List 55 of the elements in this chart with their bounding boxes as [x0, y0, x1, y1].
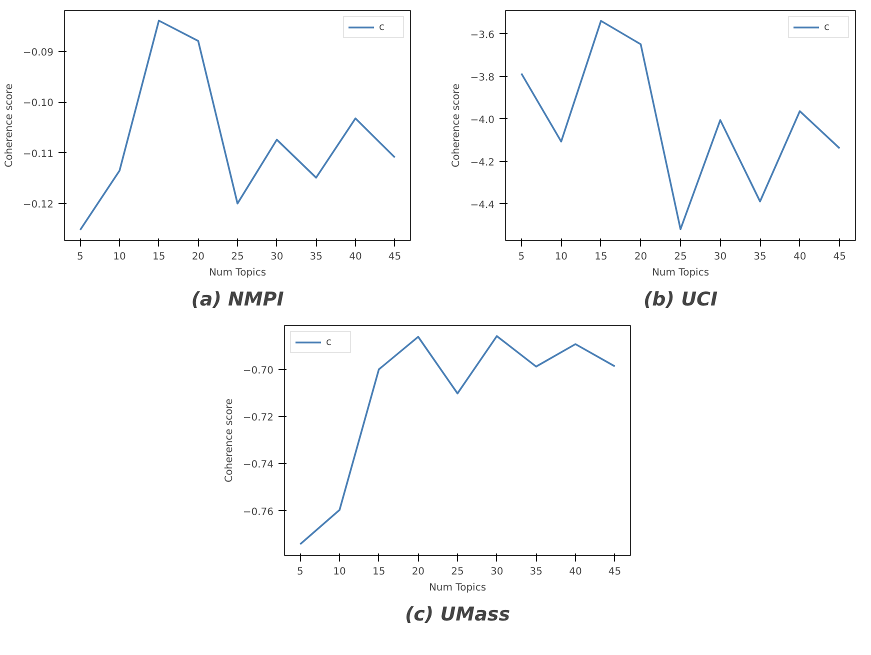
- x-tick-label: 45: [833, 252, 846, 262]
- x-tick-label: 30: [714, 252, 727, 262]
- x-tick-label: 15: [594, 252, 608, 262]
- text: (a) NMPI: [191, 288, 284, 310]
- x-tick-label: 20: [192, 252, 205, 262]
- x-tick-label: 35: [310, 252, 323, 262]
- text: (c) UMass: [404, 604, 510, 626]
- x-tick-label: 30: [490, 566, 504, 578]
- x-tick-label: 5: [77, 252, 84, 262]
- y-tick-label: −4.4: [470, 200, 495, 211]
- y-tick-label: −0.11: [22, 148, 54, 160]
- x-axis-title: Num Topics: [208, 268, 266, 278]
- x-tick-label: 20: [412, 566, 425, 578]
- y-tick-label: −0.12: [22, 200, 54, 211]
- legend-label: c: [824, 22, 830, 32]
- x-tick-label: 40: [793, 252, 806, 262]
- x-tick-label: 45: [608, 566, 622, 578]
- y-axis-title: Coherence score: [451, 84, 462, 168]
- x-tick-label: 45: [388, 252, 402, 262]
- line-series: [520, 20, 840, 230]
- x-tick-label: 40: [349, 252, 362, 262]
- x-tick-label: 20: [634, 252, 648, 262]
- y-tick-label: −0.09: [22, 48, 54, 59]
- x-tick-label: 10: [554, 252, 568, 262]
- y-tick-label: −3.6: [470, 30, 495, 41]
- x-tick-label: 5: [518, 252, 525, 262]
- x-tick-label: 25: [231, 252, 244, 262]
- x-tick-label: 10: [113, 252, 126, 262]
- legend-label: c: [326, 336, 332, 348]
- x-axis-title: Num Topics: [428, 582, 486, 594]
- x-tick-label: 15: [372, 566, 386, 578]
- line-series: [299, 335, 616, 546]
- x-tick-label: 5: [297, 566, 304, 578]
- legend-label: c: [379, 22, 386, 32]
- y-tick-label: −4.2: [470, 157, 495, 168]
- x-tick-label: 30: [270, 252, 284, 262]
- y-tick-label: −0.74: [242, 460, 274, 471]
- y-tick-label: −3.8: [470, 72, 495, 84]
- x-tick-label: 25: [451, 566, 464, 578]
- x-tick-label: 35: [530, 566, 543, 578]
- y-tick-label: −0.70: [242, 365, 274, 376]
- text: (b) UCI: [643, 288, 718, 310]
- x-tick-label: 15: [152, 252, 166, 262]
- y-tick-label: −0.10: [22, 98, 54, 110]
- y-axis-title: Coherence score: [224, 398, 235, 482]
- x-tick-label: 25: [674, 252, 687, 262]
- x-tick-label: 40: [569, 566, 582, 578]
- x-axis-title: Num Topics: [652, 268, 710, 278]
- y-axis-title: Coherence score: [4, 84, 15, 168]
- line-series: [79, 20, 396, 231]
- x-tick-label: 10: [333, 566, 346, 578]
- y-tick-label: −4.0: [470, 114, 495, 126]
- x-tick-label: 35: [754, 252, 766, 262]
- y-tick-label: −0.72: [242, 412, 274, 424]
- y-tick-label: −0.76: [242, 506, 274, 518]
